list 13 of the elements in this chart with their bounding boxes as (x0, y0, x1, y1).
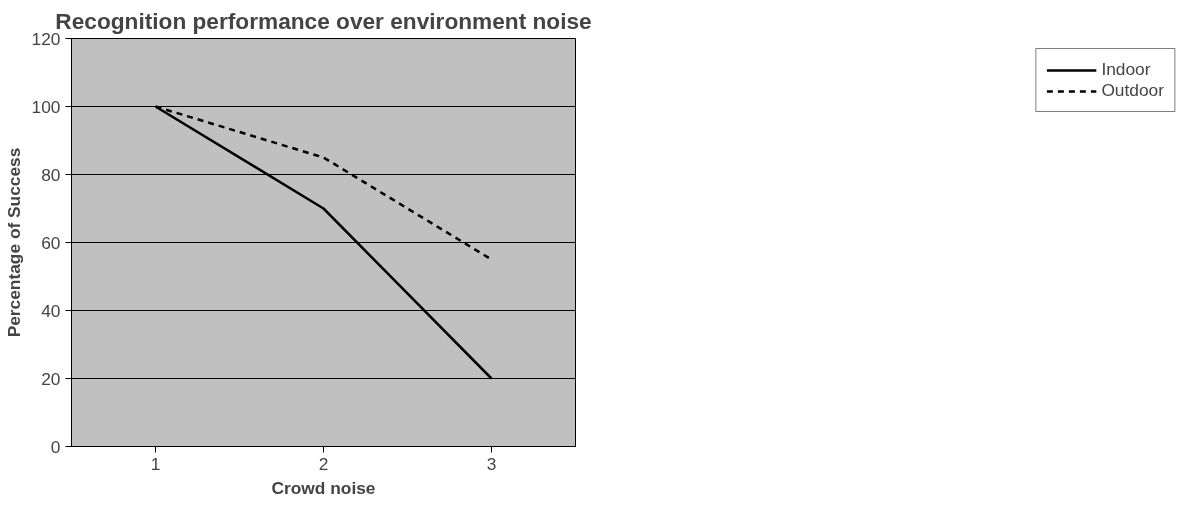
x-axis-title: Crowd noise (271, 477, 376, 498)
y-tick-label: 0 (50, 436, 61, 457)
y-tick-label: 80 (41, 164, 61, 185)
x-tick-label: 1 (150, 453, 161, 474)
y-tick-label: 100 (31, 96, 61, 117)
x-tick-label: 3 (486, 453, 497, 474)
y-tick-label: 60 (41, 232, 61, 253)
y-axis-title: Percentage of Success (3, 147, 24, 338)
y-tick-label: 20 (41, 368, 61, 389)
legend-label: Indoor (1101, 59, 1151, 80)
x-tick-label: 2 (318, 453, 329, 474)
legend-label: Outdoor (1101, 80, 1164, 101)
y-tick-label: 40 (41, 300, 61, 321)
